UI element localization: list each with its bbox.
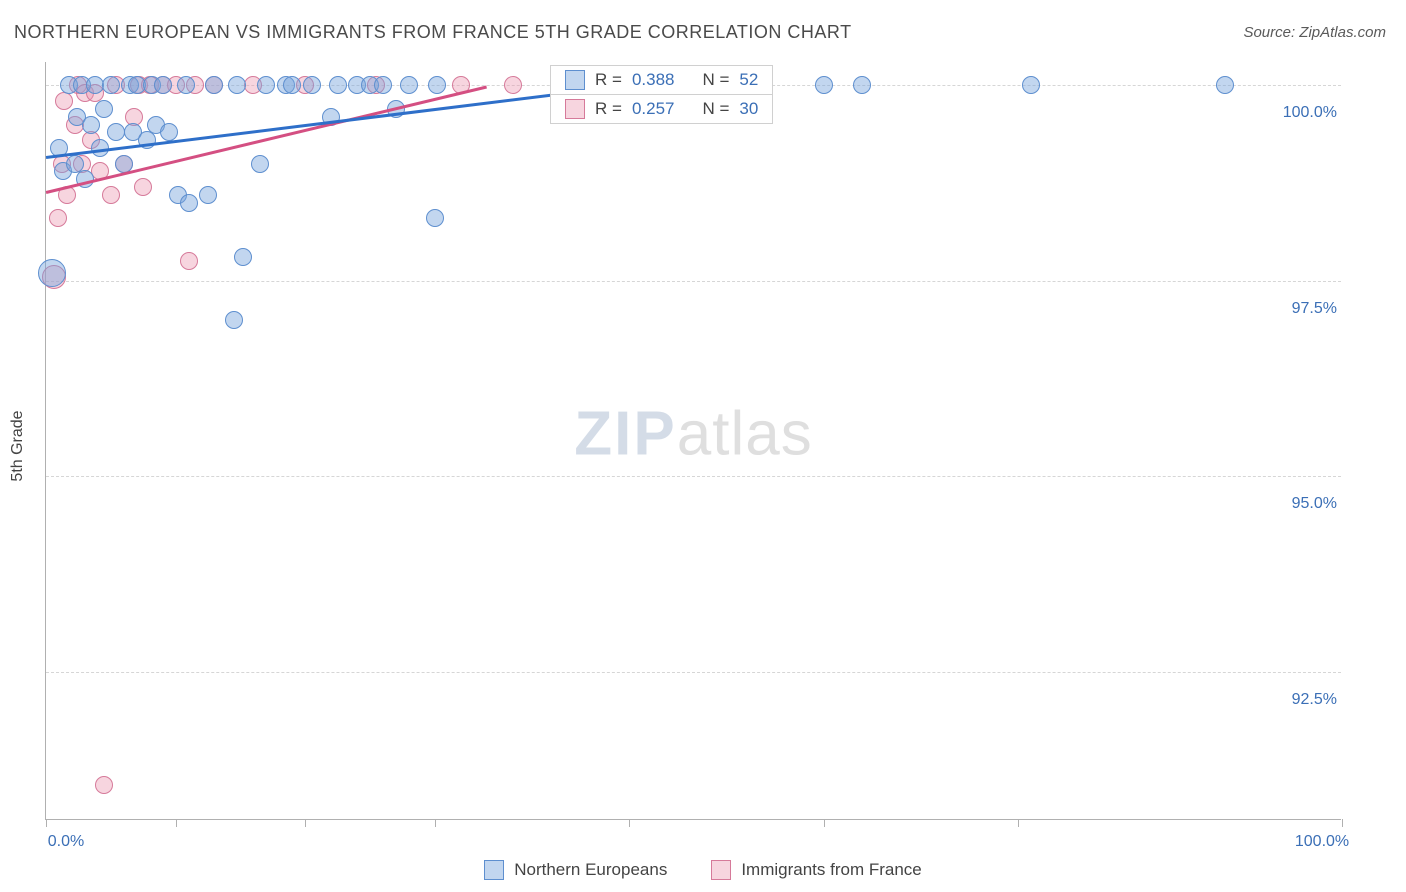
data-point-b <box>55 92 73 110</box>
data-point-a <box>374 76 392 94</box>
data-point-a <box>38 259 66 287</box>
gridline-h <box>46 281 1341 282</box>
data-point-a <box>160 123 178 141</box>
data-point-a <box>180 194 198 212</box>
data-point-b <box>134 178 152 196</box>
x-tick <box>305 819 306 827</box>
data-point-a <box>329 76 347 94</box>
x-tick-label: 0.0% <box>48 833 84 851</box>
data-point-a <box>225 311 243 329</box>
x-tick <box>629 819 630 827</box>
data-point-a <box>102 76 120 94</box>
data-point-a <box>426 209 444 227</box>
data-point-b <box>49 209 67 227</box>
y-tick-label: 97.5% <box>1292 300 1341 318</box>
data-point-a <box>1022 76 1040 94</box>
data-point-a <box>303 76 321 94</box>
data-point-a <box>283 76 301 94</box>
stats-n-value: 30 <box>739 99 758 119</box>
data-point-a <box>257 76 275 94</box>
stats-r-label: R = <box>595 99 622 119</box>
data-point-a <box>228 76 246 94</box>
stats-swatch <box>565 70 585 90</box>
x-tick-label: 100.0% <box>1295 833 1349 851</box>
stats-n-label: N = <box>702 99 729 119</box>
data-point-b <box>180 252 198 270</box>
x-tick <box>1342 819 1343 827</box>
chart-plot-area: ZIPatlas 100.0%97.5%95.0%92.5%0.0%100.0% <box>45 62 1341 820</box>
y-tick-label: 95.0% <box>1292 495 1341 513</box>
stats-legend-row: R = 0.257 N = 30 <box>551 94 772 123</box>
data-point-a <box>107 123 125 141</box>
data-point-a <box>853 76 871 94</box>
y-axis-label: 5th Grade <box>9 410 27 481</box>
data-point-b <box>504 76 522 94</box>
data-point-a <box>177 76 195 94</box>
stats-r-label: R = <box>595 70 622 90</box>
x-tick <box>824 819 825 827</box>
data-point-a <box>82 116 100 134</box>
watermark-atlas: atlas <box>677 399 813 468</box>
stats-n-value: 52 <box>739 70 758 90</box>
source-attribution: Source: ZipAtlas.com <box>1243 24 1386 41</box>
stats-r-value: 0.388 <box>632 70 675 90</box>
stats-n-label: N = <box>702 70 729 90</box>
x-tick <box>435 819 436 827</box>
legend-item-immigrants-france: Immigrants from France <box>711 860 921 880</box>
x-tick <box>46 819 47 827</box>
data-point-a <box>251 155 269 173</box>
watermark: ZIPatlas <box>574 398 812 469</box>
legend-label-a: Northern Europeans <box>514 860 667 880</box>
legend-swatch-b <box>711 860 731 880</box>
y-tick-label: 100.0% <box>1283 104 1341 122</box>
data-point-a <box>815 76 833 94</box>
gridline-h <box>46 476 1341 477</box>
legend-label-b: Immigrants from France <box>741 860 921 880</box>
data-point-a <box>400 76 418 94</box>
data-point-b <box>102 186 120 204</box>
legend-item-northern-europeans: Northern Europeans <box>484 860 667 880</box>
watermark-zip: ZIP <box>574 399 676 468</box>
stats-legend-row: R = 0.388 N = 52 <box>551 66 772 94</box>
data-point-a <box>199 186 217 204</box>
x-tick <box>1018 819 1019 827</box>
gridline-h <box>46 672 1341 673</box>
y-tick-label: 92.5% <box>1292 691 1341 709</box>
x-tick <box>176 819 177 827</box>
data-point-a <box>234 248 252 266</box>
data-point-a <box>428 76 446 94</box>
data-point-a <box>95 100 113 118</box>
chart-title: NORTHERN EUROPEAN VS IMMIGRANTS FROM FRA… <box>14 22 852 43</box>
stats-r-value: 0.257 <box>632 99 675 119</box>
bottom-legend: Northern Europeans Immigrants from Franc… <box>0 860 1406 880</box>
legend-swatch-a <box>484 860 504 880</box>
data-point-a <box>154 76 172 94</box>
stats-legend: R = 0.388 N = 52 R = 0.257 N = 30 <box>550 65 773 124</box>
data-point-a <box>1216 76 1234 94</box>
data-point-a <box>205 76 223 94</box>
stats-swatch <box>565 99 585 119</box>
data-point-b <box>95 776 113 794</box>
